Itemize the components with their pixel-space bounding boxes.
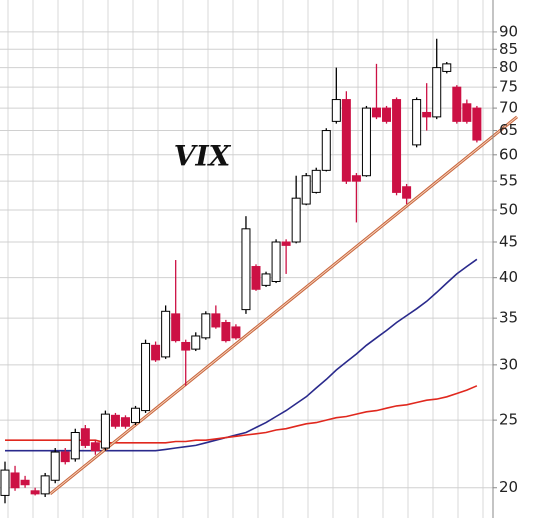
candle-body — [261, 273, 271, 286]
candle-body — [392, 99, 402, 193]
candle-body — [110, 414, 120, 427]
y-tick-label: 70 — [499, 99, 518, 117]
y-tick-label: 20 — [499, 478, 518, 496]
candle-body — [442, 63, 452, 72]
y-tick-label: 65 — [499, 121, 518, 139]
y-tick-label: 45 — [499, 232, 518, 250]
candle-body — [371, 107, 381, 118]
candle-body — [321, 130, 331, 171]
chart-title: VIX — [174, 140, 232, 173]
candle-body — [120, 417, 130, 427]
y-tick-label: 60 — [499, 145, 518, 163]
candle-body — [201, 313, 211, 339]
candle-body — [361, 107, 371, 177]
candle-body — [0, 469, 10, 496]
y-tick-label: 30 — [499, 355, 518, 373]
candle-body — [10, 472, 20, 489]
candle-body — [211, 313, 221, 328]
candle-body — [60, 451, 70, 463]
candle-body — [100, 413, 110, 449]
plot — [0, 38, 518, 504]
candle-body — [311, 169, 321, 193]
candle-body — [171, 313, 181, 342]
candle-body — [402, 186, 412, 199]
candle-body — [462, 103, 472, 122]
candle-body — [341, 99, 351, 182]
moving-average — [5, 258, 478, 452]
candle-body — [161, 310, 171, 358]
candle-body — [241, 228, 251, 311]
candle-body — [301, 175, 311, 205]
candle-body — [70, 431, 80, 460]
candle-body — [191, 335, 201, 350]
candle-body — [141, 342, 151, 412]
candle-body — [251, 266, 261, 290]
y-tick-label: 85 — [499, 40, 518, 58]
candle-body — [221, 322, 231, 342]
trendline-core — [49, 116, 518, 495]
candle-body — [151, 344, 161, 361]
candle-body — [422, 111, 432, 118]
y-tick-label: 80 — [499, 58, 518, 76]
y-tick-label: 35 — [499, 309, 518, 327]
candle-body — [181, 341, 191, 351]
y-tick-label: 40 — [499, 268, 518, 286]
grid — [0, 0, 493, 518]
candle-body — [80, 428, 90, 446]
candle-body — [50, 451, 60, 481]
candle-body — [131, 407, 141, 424]
candle-body — [30, 490, 40, 495]
candle-body — [382, 107, 392, 122]
y-tick-label: 50 — [499, 201, 518, 219]
y-tick-label: 75 — [499, 78, 518, 96]
candle-body — [40, 475, 50, 495]
candle-body — [90, 442, 100, 452]
candle-body — [432, 67, 442, 118]
candle-body — [281, 241, 291, 246]
candle-body — [231, 326, 241, 339]
y-tick-label: 55 — [499, 172, 518, 190]
candle-body — [271, 241, 281, 282]
candle-body — [351, 175, 361, 182]
y-tick-label: 25 — [499, 411, 518, 429]
candle-body — [452, 86, 462, 122]
candle-body — [331, 99, 341, 122]
candle-body — [412, 99, 422, 146]
y-tick-label: 90 — [499, 22, 518, 40]
candle-body — [472, 107, 482, 141]
candle-body — [291, 197, 301, 243]
candle-body — [20, 479, 30, 486]
